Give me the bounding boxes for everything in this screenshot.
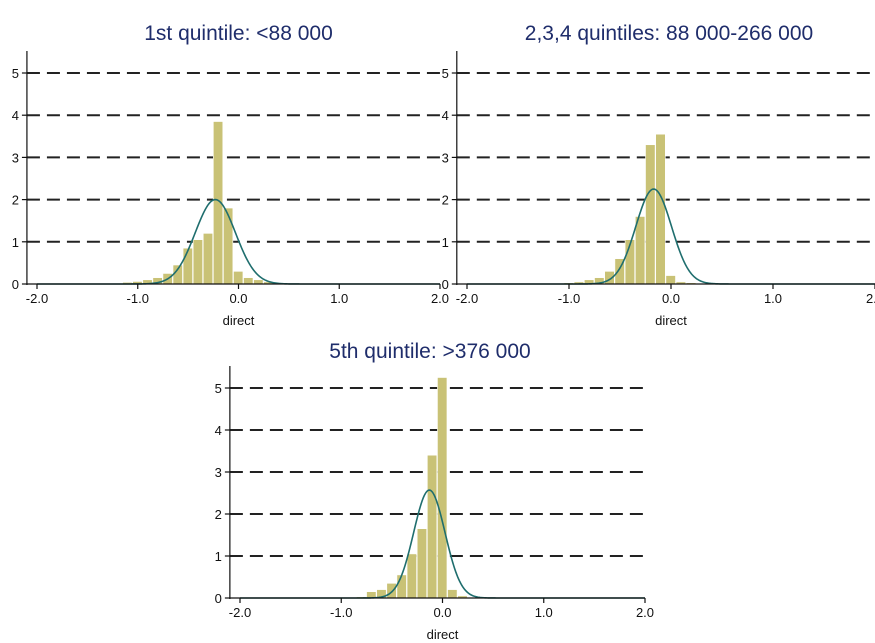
x-axis-title: direct [427, 627, 459, 642]
x-tick-label: -2.0 [26, 291, 48, 306]
x-tick-label: 1.0 [535, 605, 553, 620]
y-tick-label: 5 [12, 66, 19, 81]
histogram-bar [386, 582, 397, 599]
y-tick-label: 2 [215, 507, 222, 522]
x-tick-label: 0.0 [229, 291, 247, 306]
x-tick-label: -2.0 [229, 605, 251, 620]
y-tick-label: 4 [442, 108, 449, 123]
x-tick-label: 2.0 [636, 605, 654, 620]
y-tick-label: 5 [442, 66, 449, 81]
y-tick-label: 0 [215, 591, 222, 606]
histogram-bar [396, 574, 407, 599]
histogram-bar [427, 454, 438, 599]
x-axis-title: direct [223, 313, 255, 328]
x-tick-label: -1.0 [330, 605, 352, 620]
x-tick-label: 1.0 [330, 291, 348, 306]
x-tick-label: 2.0 [431, 291, 449, 306]
y-tick-label: 0 [12, 277, 19, 292]
y-tick-label: 2 [442, 193, 449, 208]
x-tick-label: -1.0 [127, 291, 149, 306]
x-tick-label: 1.0 [764, 291, 782, 306]
y-tick-label: 1 [442, 235, 449, 250]
chart-title: 5th quintile: >376 000 [329, 340, 531, 363]
x-axis-title: direct [655, 313, 687, 328]
x-tick-label: -2.0 [456, 291, 478, 306]
x-tick-label: -1.0 [558, 291, 580, 306]
histogram-bar [437, 377, 448, 599]
y-tick-label: 3 [12, 150, 19, 165]
y-tick-label: 4 [215, 423, 222, 438]
chart-title: 1st quintile: <88 000 [144, 22, 333, 45]
y-tick-label: 1 [215, 549, 222, 564]
x-tick-label: 2.0 [866, 291, 875, 306]
histogram-bar [416, 528, 428, 599]
chart-title: 2,3,4 quintiles: 88 000-266 000 [524, 22, 814, 45]
y-tick-label: 4 [12, 108, 19, 123]
y-tick-label: 0 [442, 277, 449, 292]
x-tick-label: 0.0 [662, 291, 680, 306]
y-tick-label: 5 [215, 381, 222, 396]
y-tick-label: 3 [442, 150, 449, 165]
y-tick-label: 2 [12, 193, 19, 208]
histogram-bar [406, 553, 417, 599]
histogram-bar [447, 589, 458, 599]
y-tick-label: 3 [215, 465, 222, 480]
y-tick-label: 1 [12, 235, 19, 250]
x-tick-label: 0.0 [433, 605, 451, 620]
